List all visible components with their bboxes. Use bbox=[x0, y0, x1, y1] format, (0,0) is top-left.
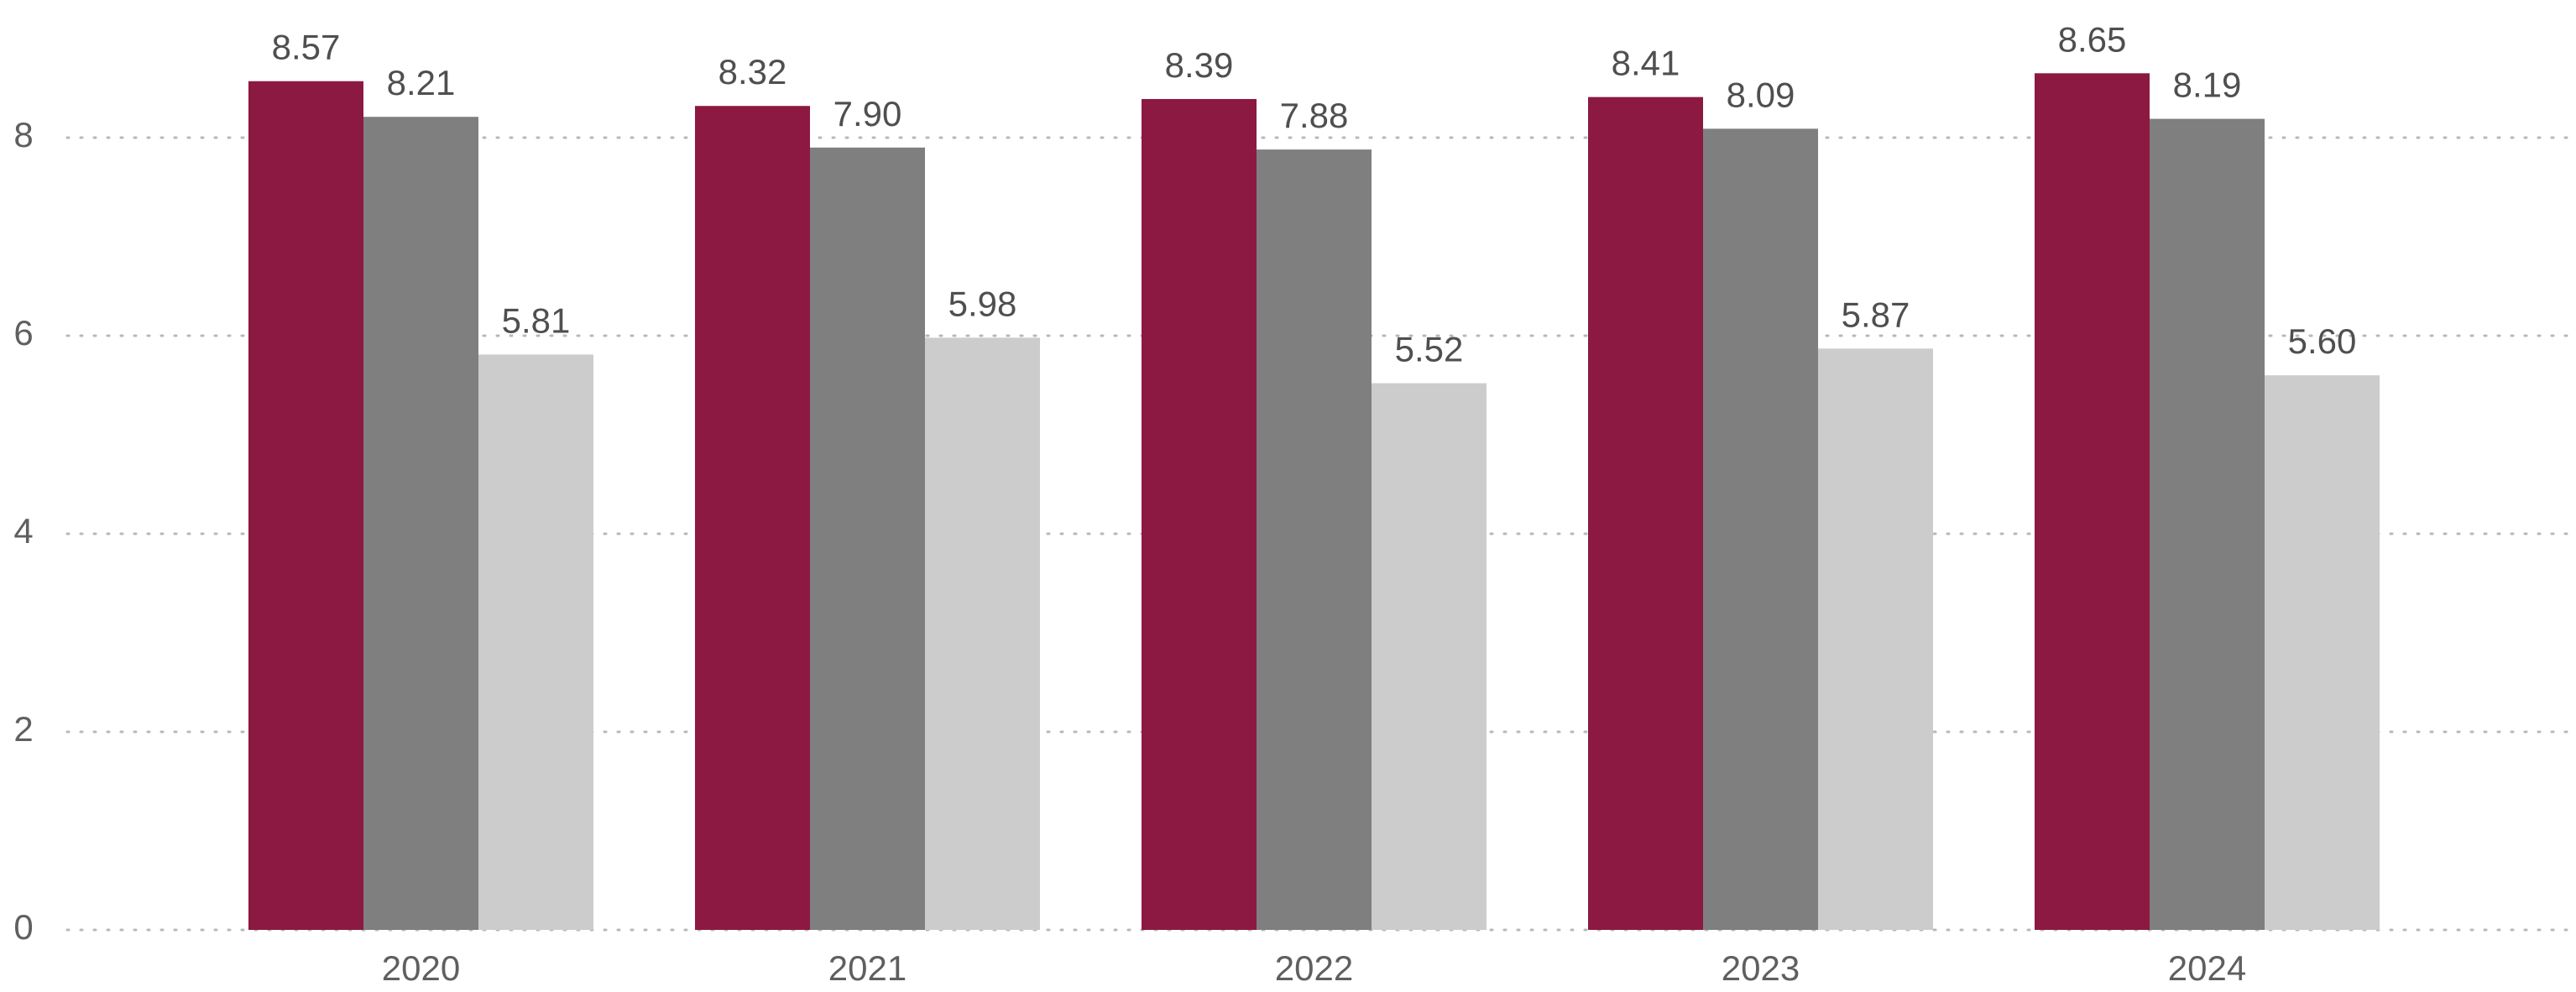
y-tick-label: 6 bbox=[13, 313, 33, 352]
data-label: 5.87 bbox=[1842, 295, 1910, 334]
data-label: 5.98 bbox=[948, 284, 1017, 323]
data-label: 8.09 bbox=[1727, 75, 1795, 114]
bar-2024-series-3[interactable] bbox=[2265, 375, 2380, 930]
x-tick-label: 2022 bbox=[1275, 948, 1353, 988]
bar-2021-series-1[interactable] bbox=[695, 106, 810, 931]
data-label: 5.52 bbox=[1395, 330, 1464, 369]
bar-2023-series-1[interactable] bbox=[1588, 97, 1703, 931]
data-label: 5.81 bbox=[502, 300, 571, 340]
x-axis: 2020 2021 2022 2023 2024 bbox=[382, 948, 2246, 988]
data-label: 8.32 bbox=[718, 52, 787, 91]
y-tick-label: 0 bbox=[13, 907, 33, 947]
y-tick-label: 4 bbox=[13, 511, 33, 551]
data-label: 8.65 bbox=[2058, 19, 2127, 59]
y-tick-label: 2 bbox=[13, 709, 33, 749]
bar-2020-series-1[interactable] bbox=[248, 81, 363, 931]
data-label: 8.21 bbox=[387, 63, 456, 102]
data-label: 8.19 bbox=[2173, 65, 2242, 105]
bar-2021-series-3[interactable] bbox=[925, 337, 1040, 930]
bar-2022-series-2[interactable] bbox=[1257, 149, 1372, 930]
bar-2023-series-3[interactable] bbox=[1818, 348, 1933, 931]
x-tick-label: 2023 bbox=[1722, 948, 1800, 988]
data-label: 5.60 bbox=[2288, 321, 2357, 361]
data-label: 8.39 bbox=[1165, 45, 1234, 85]
data-label: 7.90 bbox=[833, 94, 902, 133]
x-tick-label: 2020 bbox=[382, 948, 460, 988]
bar-2024-series-1[interactable] bbox=[2035, 73, 2150, 931]
bars bbox=[248, 73, 2380, 931]
data-label: 8.41 bbox=[1612, 44, 1680, 83]
bar-2020-series-3[interactable] bbox=[478, 354, 593, 930]
x-tick-label: 2024 bbox=[2168, 948, 2246, 988]
bar-2020-series-2[interactable] bbox=[363, 117, 478, 931]
y-axis: 0 2 4 6 8 bbox=[13, 115, 33, 947]
data-label: 8.57 bbox=[272, 28, 341, 67]
data-labels: 8.57 8.21 5.81 8.32 7.90 5.98 8.39 7.88 5.52 8.41… bbox=[272, 19, 2357, 368]
bar-2022-series-1[interactable] bbox=[1142, 98, 1257, 931]
x-tick-label: 2021 bbox=[828, 948, 907, 988]
bar-2023-series-2[interactable] bbox=[1703, 128, 1818, 930]
y-tick-label: 8 bbox=[13, 115, 33, 154]
bar-2021-series-2[interactable] bbox=[810, 147, 925, 931]
bar-2022-series-3[interactable] bbox=[1372, 383, 1487, 930]
bar-2024-series-2[interactable] bbox=[2150, 118, 2265, 930]
data-label: 7.88 bbox=[1280, 96, 1349, 135]
